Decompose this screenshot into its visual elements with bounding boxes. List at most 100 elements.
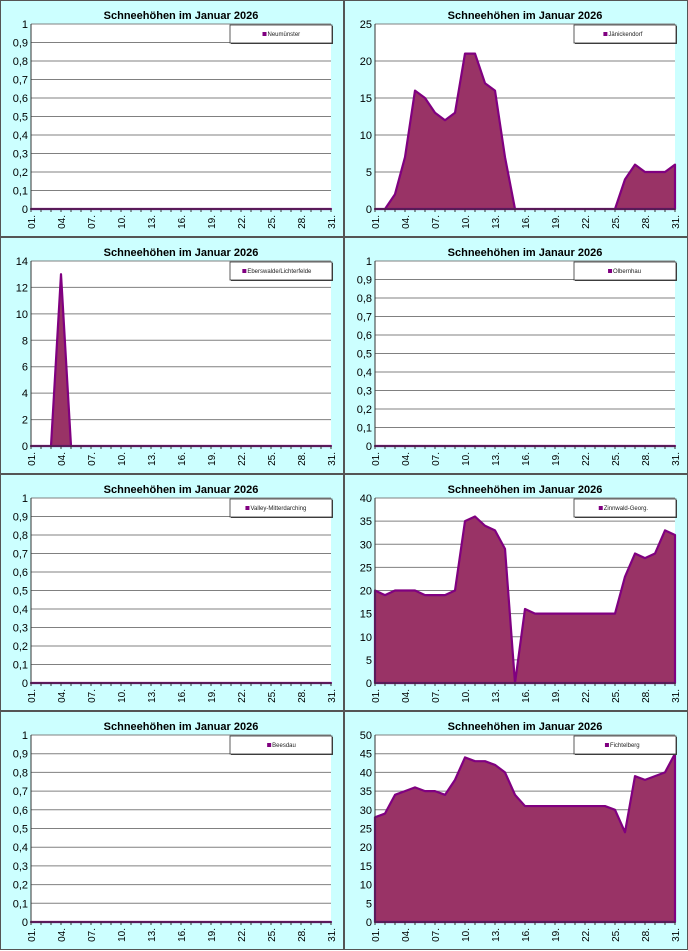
x-tick-label: 01. xyxy=(371,452,382,466)
y-tick-label: 0,2 xyxy=(357,404,372,416)
x-tick-label: 31. xyxy=(671,452,682,466)
x-tick-label: 13. xyxy=(147,689,158,703)
x-tick-label: 01. xyxy=(27,452,38,466)
x-tick-label: 19. xyxy=(207,928,218,942)
y-tick-label: 1 xyxy=(22,19,28,31)
chart-title: Schneehöhen im Januar 2026 xyxy=(104,247,259,259)
x-tick-label: 10. xyxy=(461,452,472,466)
chart-svg: 0 0,1 0,2 0,3 0,4 0,5 0,6 0,7 0,8 0,9 1 01. 04. 07. 10… xyxy=(13,484,338,703)
x-tick-label: 10. xyxy=(461,689,472,703)
legend-label: Eberswalde/Lichterfelde xyxy=(247,269,312,275)
y-tick-label: 0,4 xyxy=(13,604,28,616)
x-tick-label: 01. xyxy=(27,928,38,942)
area-series xyxy=(373,515,677,685)
y-tick-label: 0,3 xyxy=(13,149,28,161)
x-tick-label: 01. xyxy=(371,215,382,229)
x-tick-label: 16. xyxy=(177,452,188,466)
x-tick-label: 07. xyxy=(87,452,98,466)
legend: Zinnwald-Georg. xyxy=(573,498,677,518)
x-tick-label: 31. xyxy=(327,452,338,466)
x-tick-label: 16. xyxy=(177,928,188,942)
x-tick-label: 31. xyxy=(671,928,682,942)
y-tick-label: 35 xyxy=(360,516,372,528)
chart-title: Schneehöhen im Januar 2026 xyxy=(104,484,259,496)
legend-swatch-icon xyxy=(242,269,247,273)
y-tick-label: 1 xyxy=(22,493,28,505)
y-tick-label: 12 xyxy=(16,282,28,294)
x-tick-label: 13. xyxy=(491,689,502,703)
y-tick-label: 10 xyxy=(360,632,372,644)
x-tick-label: 10. xyxy=(117,689,128,703)
y-tick-label: 0,5 xyxy=(13,112,28,124)
y-tick-label: 0,4 xyxy=(13,130,28,142)
x-tick-label: 25. xyxy=(267,689,278,703)
x-tick-label: 04. xyxy=(401,452,412,466)
chart-panel-eberswalde: 0 2 4 6 8 10 12 14 01. 04. 07. 10. 13. 16. 19. 22. 25. 28… xyxy=(0,237,344,474)
x-tick-label: 25. xyxy=(267,452,278,466)
x-tick-label: 04. xyxy=(57,928,68,942)
chart-svg: 0 0,1 0,2 0,3 0,4 0,5 0,6 0,7 0,8 0,9 1 01. 04. 07. 10… xyxy=(13,10,338,229)
x-tick-label: 13. xyxy=(147,215,158,229)
x-tick-label: 19. xyxy=(207,689,218,703)
x-tick-label: 10. xyxy=(117,452,128,466)
x-tick-label: 28. xyxy=(297,215,308,229)
y-tick-label: 2 xyxy=(22,415,28,427)
y-tick-label: 20 xyxy=(360,842,372,854)
y-tick-label: 1 xyxy=(366,256,372,268)
x-tick-label: 04. xyxy=(401,215,412,229)
y-tick-label: 0,6 xyxy=(357,330,372,342)
legend-label: Jänickendorf xyxy=(608,32,642,38)
x-tick-label: 16. xyxy=(521,215,532,229)
y-tick-label: 0 xyxy=(366,441,372,453)
x-tick-label: 16. xyxy=(521,452,532,466)
x-tick-label: 19. xyxy=(551,452,562,466)
x-tick-label: 01. xyxy=(371,689,382,703)
x-tick-label: 22. xyxy=(581,928,592,942)
chart-title: Schneehöhen im Januar 2026 xyxy=(448,721,603,733)
y-tick-label: 15 xyxy=(360,93,372,105)
chart-svg: 0 5 10 15 20 25 30 35 40 45 50 01. 04. 07. 10. 13. 16. 19… xyxy=(360,721,682,942)
x-tick-label: 19. xyxy=(551,215,562,229)
y-tick-label: 0,2 xyxy=(13,167,28,179)
x-tick-label: 31. xyxy=(671,689,682,703)
y-tick-label: 0,3 xyxy=(13,623,28,635)
y-tick-label: 0,8 xyxy=(13,530,28,542)
x-tick-label: 19. xyxy=(207,452,218,466)
chart-svg: 0 5 10 15 20 25 30 35 40 01. 04. 07. 10. 13. 16. 19. 22.… xyxy=(360,484,682,703)
y-tick-label: 0,5 xyxy=(13,824,28,836)
chart-panel-olbernhau: 0 0,1 0,2 0,3 0,4 0,5 0,6 0,7 0,8 0,9 1 01. 04. 07. 10… xyxy=(344,237,688,474)
y-tick-label: 0 xyxy=(22,441,28,453)
y-tick-label: 0,5 xyxy=(357,349,372,361)
x-tick-label: 07. xyxy=(431,689,442,703)
x-tick-label: 07. xyxy=(431,215,442,229)
x-tick-label: 10. xyxy=(461,215,472,229)
x-tick-label: 22. xyxy=(581,215,592,229)
x-tick-label: 22. xyxy=(581,689,592,703)
legend: Olbernhau xyxy=(573,261,677,281)
y-tick-label: 0 xyxy=(22,204,28,216)
y-tick-label: 25 xyxy=(360,562,372,574)
x-tick-label: 07. xyxy=(87,689,98,703)
y-tick-label: 0,7 xyxy=(13,549,28,561)
y-tick-label: 0 xyxy=(366,917,372,929)
x-tick-label: 13. xyxy=(491,928,502,942)
x-tick-label: 10. xyxy=(117,928,128,942)
y-tick-label: 0,7 xyxy=(13,786,28,798)
x-tick-label: 13. xyxy=(147,452,158,466)
legend-label: Beesdau xyxy=(272,743,296,749)
legend-label: Zinnwald-Georg. xyxy=(604,506,649,512)
y-tick-label: 10 xyxy=(16,309,28,321)
y-tick-label: 10 xyxy=(360,130,372,142)
x-tick-label: 07. xyxy=(431,452,442,466)
legend-swatch-icon xyxy=(262,32,267,36)
y-tick-label: 0,1 xyxy=(13,898,28,910)
x-tick-label: 25. xyxy=(267,928,278,942)
x-tick-label: 28. xyxy=(641,215,652,229)
plot-area xyxy=(31,261,331,446)
y-tick-label: 0,7 xyxy=(357,312,372,324)
x-tick-label: 28. xyxy=(297,928,308,942)
x-tick-label: 28. xyxy=(641,928,652,942)
legend: Beesdau xyxy=(229,735,333,755)
y-tick-label: 0,5 xyxy=(13,586,28,598)
y-tick-label: 20 xyxy=(360,56,372,68)
